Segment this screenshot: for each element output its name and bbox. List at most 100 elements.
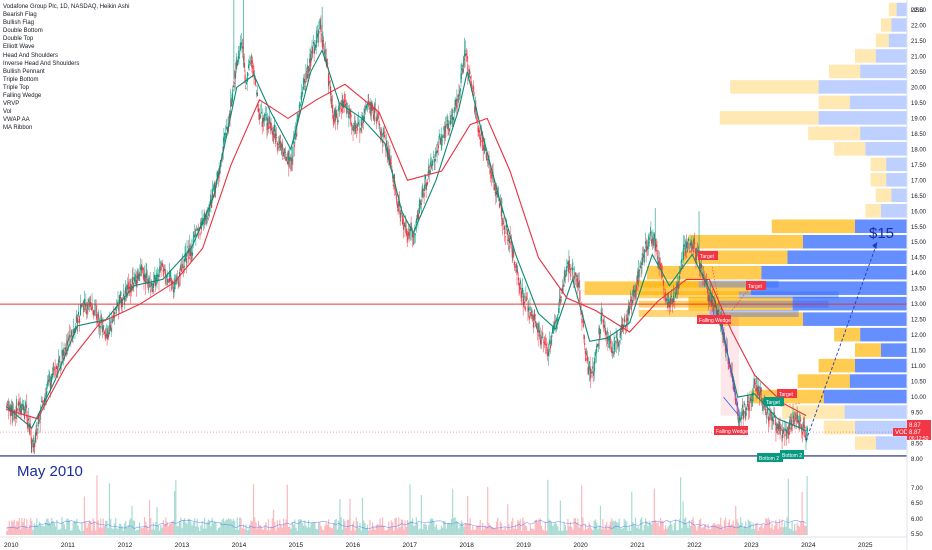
candle-body	[10, 405, 13, 412]
volume-bar	[39, 523, 42, 535]
volume-bar	[92, 518, 94, 535]
candle-body	[160, 266, 162, 271]
candle-body	[631, 304, 633, 306]
candle-body	[547, 351, 549, 357]
legend-item[interactable]: Triple Top	[3, 84, 30, 91]
volume-bar	[721, 525, 723, 535]
candle-body	[515, 264, 517, 268]
y-tick-label: 11.50	[911, 349, 926, 355]
volume-bar	[313, 522, 315, 535]
legend-item[interactable]: Vol	[3, 109, 12, 116]
volume-bar	[197, 526, 199, 535]
volume-bar	[757, 530, 759, 535]
legend-item[interactable]: Falling Wedge	[3, 93, 42, 100]
volume-bar	[748, 521, 751, 535]
candle-body	[337, 119, 339, 123]
candle-body	[334, 114, 336, 122]
candle-body	[23, 412, 26, 419]
candle-body	[512, 248, 514, 254]
candle-body	[142, 269, 144, 270]
candle-body	[138, 273, 140, 279]
currency-label: USD	[911, 8, 924, 14]
legend-item[interactable]: Bullish Pennant	[3, 68, 45, 75]
legend-item[interactable]: Double Bottom	[3, 28, 43, 35]
candle-body	[461, 65, 463, 67]
volume-bar	[502, 530, 504, 535]
volume-bar	[303, 525, 305, 535]
candle-body	[68, 335, 70, 341]
candle-body	[209, 201, 211, 204]
volume-bar	[295, 527, 297, 535]
volume-bar	[234, 520, 236, 535]
volume-bar	[559, 500, 561, 535]
candle-body	[173, 286, 175, 290]
session-vp-down	[638, 309, 709, 317]
legend-item[interactable]: VRVP	[3, 101, 20, 108]
candle-body	[157, 274, 159, 278]
vp-down-bar	[730, 80, 819, 94]
volume-bar	[745, 521, 747, 535]
chart-title[interactable]: Vodafone Group Plc, 1D, NASDAQ, Heikin A…	[3, 4, 130, 10]
volume-bar	[662, 521, 664, 535]
legend-item[interactable]: Bearish Flag	[3, 12, 37, 19]
volume-bar	[130, 518, 132, 535]
volume-bar	[309, 527, 311, 535]
candle-body	[21, 404, 23, 406]
candle-body	[470, 81, 472, 86]
volume-bar	[158, 530, 161, 535]
volume-bar	[505, 530, 508, 535]
volume-bar	[262, 529, 265, 535]
legend-item[interactable]: Inverse Head And Shoulders	[3, 60, 80, 67]
candle-body	[297, 114, 299, 117]
volume-bar	[492, 526, 494, 535]
volume-bar	[224, 521, 226, 535]
candle-body	[804, 427, 806, 429]
y-tick-label: 21.00	[911, 54, 927, 60]
candle-body	[643, 255, 645, 257]
legend-item[interactable]: Triple Bottom	[3, 76, 39, 83]
candle-body	[670, 298, 672, 302]
candle-body	[163, 268, 165, 270]
volume-bar	[475, 525, 478, 535]
volume-bar	[622, 527, 624, 535]
candle-body	[183, 265, 185, 268]
volume-bar	[488, 523, 490, 535]
candle-body	[321, 33, 323, 35]
legend-item[interactable]: Bullish Flag	[3, 20, 35, 27]
legend-item[interactable]: Double Top	[3, 36, 34, 43]
volume-bar	[568, 526, 570, 535]
candle-body	[224, 135, 226, 137]
legend-item[interactable]: Head And Shoulders	[3, 52, 59, 59]
volume-bar	[427, 530, 429, 535]
candle-body	[440, 137, 442, 143]
volume-bar	[260, 525, 262, 535]
candle-body	[725, 350, 727, 353]
x-tick-label: 2025	[858, 542, 873, 549]
volume-bar	[9, 526, 12, 535]
candle-body	[665, 298, 667, 301]
volume-bar	[778, 518, 781, 535]
y-tick-label: 11.00	[911, 364, 926, 370]
candle-body	[581, 318, 583, 323]
candle-body	[234, 70, 236, 78]
candle-body	[366, 103, 368, 106]
candle-body	[111, 318, 113, 324]
candle-body	[765, 408, 767, 416]
candle-body	[657, 257, 659, 258]
candle-body	[524, 301, 526, 304]
legend-item[interactable]: Elliott Wave	[3, 44, 35, 51]
candle-body	[291, 157, 293, 162]
candle-body	[231, 93, 233, 102]
legend-item[interactable]: MA Ribbon	[3, 125, 33, 132]
candle-body	[82, 306, 84, 308]
candle-body	[99, 326, 101, 329]
candle-body	[503, 225, 505, 230]
candle-body	[92, 306, 94, 308]
volume-bar	[636, 527, 638, 535]
candle-body	[656, 249, 658, 255]
candle-body	[103, 331, 105, 335]
legend-item[interactable]: VWAP AA	[3, 117, 30, 124]
candle-body	[688, 243, 690, 245]
candle-body	[324, 56, 326, 58]
